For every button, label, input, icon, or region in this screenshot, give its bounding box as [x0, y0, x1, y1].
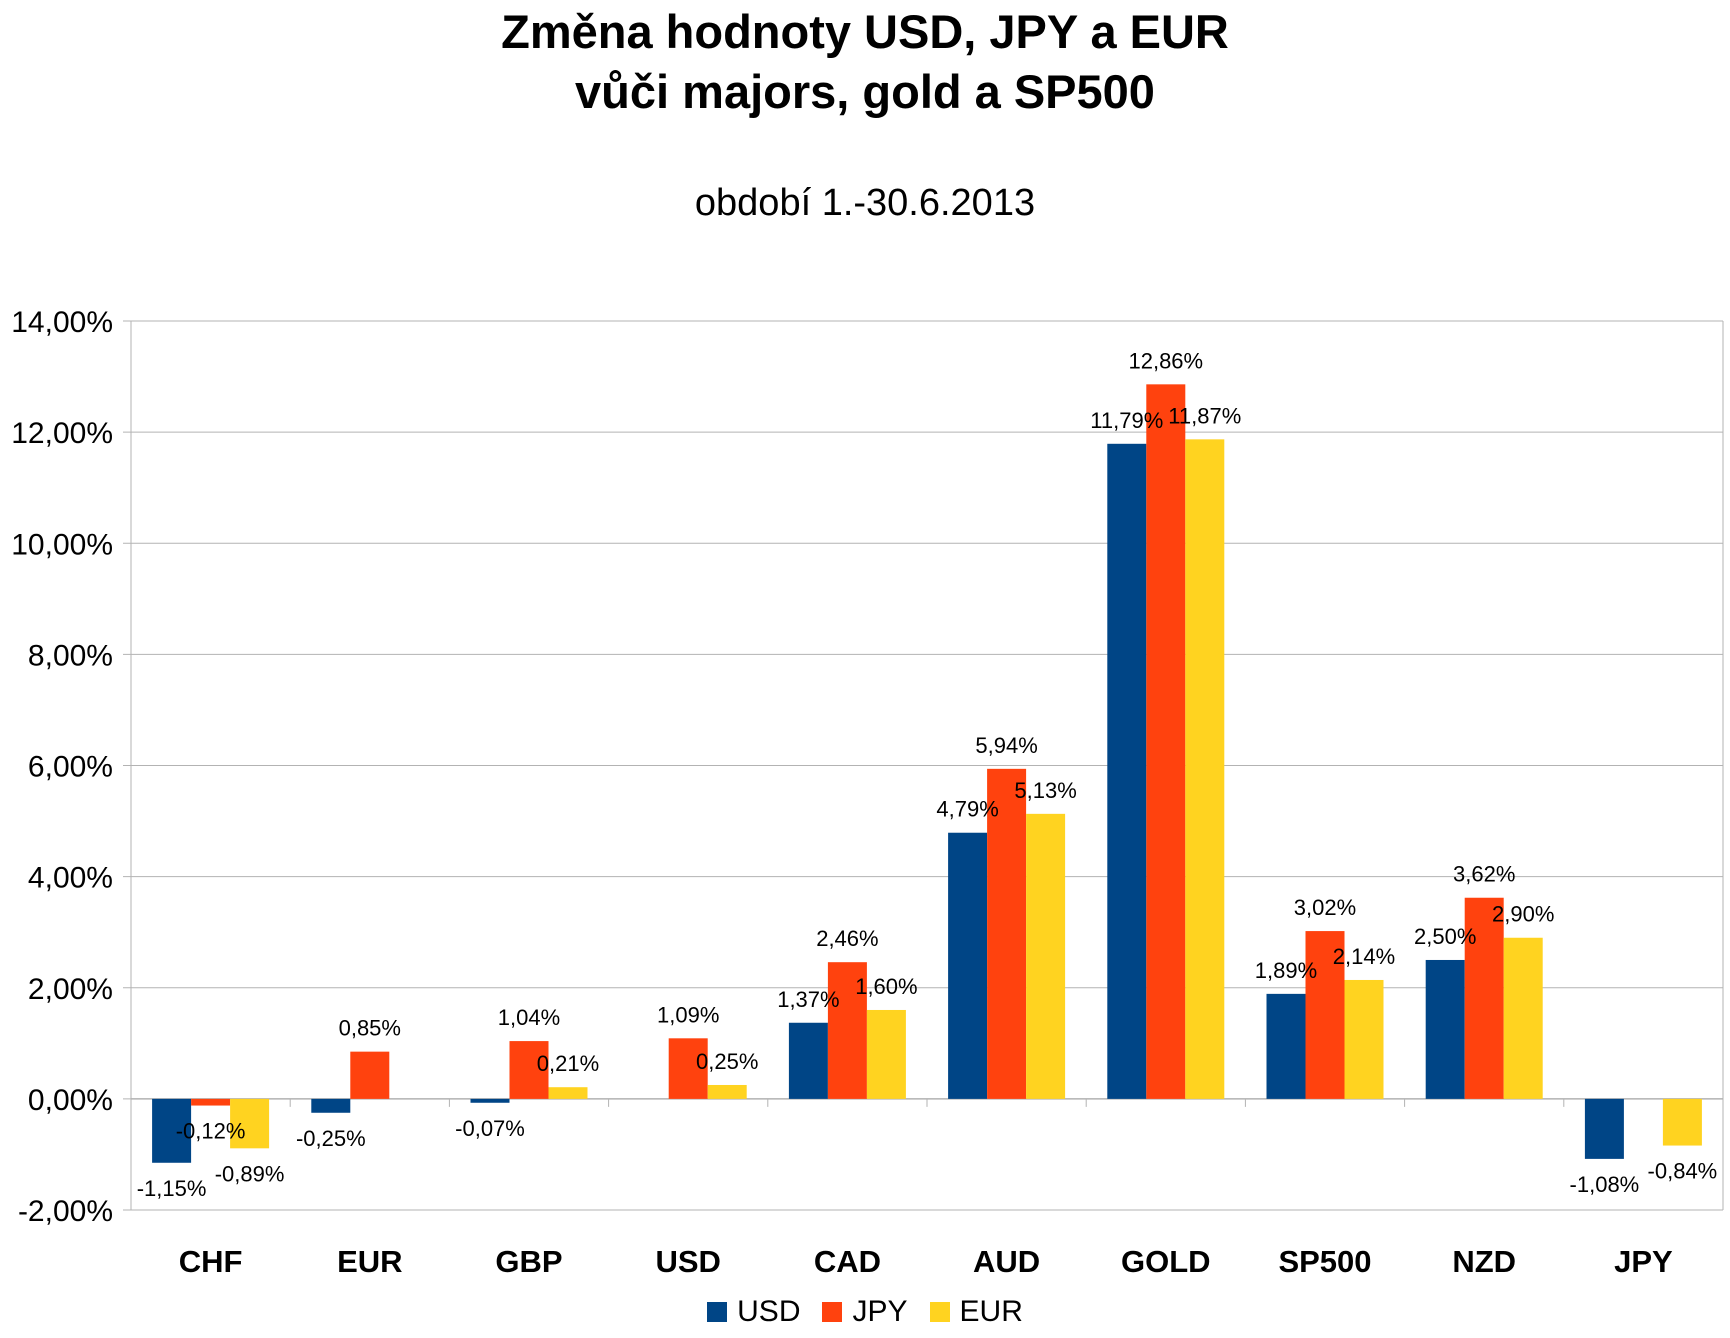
- chart-title-line2: vůči majors, gold a SP500: [575, 65, 1155, 118]
- data-label-usd-jpy: -1,08%: [1570, 1172, 1640, 1197]
- y-tick-label: -2,00%: [18, 1195, 113, 1228]
- data-label-eur-gold: 11,87%: [1168, 403, 1241, 428]
- bar-jpy-nzd: [1464, 897, 1504, 1099]
- x-category-label: CAD: [814, 1244, 881, 1279]
- data-label-usd-chf: -1,15%: [137, 1176, 207, 1201]
- data-label-jpy-aud: 5,94%: [975, 733, 1037, 758]
- data-label-eur-usd: 0,25%: [696, 1049, 758, 1074]
- bar-jpy-eur: [350, 1051, 390, 1099]
- bar-jpy-gold: [1146, 384, 1186, 1099]
- legend-label-jpy: JPY: [852, 1295, 908, 1328]
- bar-usd-jpy: [1584, 1098, 1624, 1159]
- bar-eur-cad: [866, 1009, 906, 1099]
- data-label-eur-jpy: -0,84%: [1648, 1159, 1718, 1184]
- y-tick-label: 14,00%: [11, 306, 113, 339]
- chart-title: Změna hodnoty USD, JPY a EUR vůči majors…: [0, 2, 1730, 122]
- bar-jpy-gbp: [509, 1041, 549, 1099]
- bar-eur-usd: [707, 1084, 747, 1099]
- bar-jpy-cad: [827, 962, 867, 1099]
- x-category-label: GOLD: [1121, 1244, 1211, 1279]
- bar-usd-sp500: [1266, 993, 1306, 1099]
- data-label-usd-gold: 11,79%: [1090, 408, 1163, 433]
- data-label-usd-aud: 4,79%: [936, 797, 998, 822]
- bar-eur-chf: [230, 1098, 270, 1149]
- data-label-jpy-gbp: 1,04%: [498, 1005, 560, 1030]
- bar-jpy-sp500: [1305, 931, 1345, 1099]
- data-label-eur-nzd: 2,90%: [1492, 902, 1554, 927]
- legend-item-jpy: JPY: [822, 1294, 908, 1330]
- x-category-label: USD: [655, 1244, 720, 1279]
- legend-item-eur: EUR: [929, 1294, 1023, 1330]
- data-label-eur-cad: 1,60%: [855, 974, 917, 999]
- y-tick-label: 6,00%: [28, 751, 113, 784]
- bar-jpy-chf: [191, 1098, 231, 1106]
- y-tick-label: 8,00%: [28, 639, 113, 672]
- x-category-label: AUD: [973, 1244, 1040, 1279]
- bar-eur-nzd: [1503, 937, 1543, 1099]
- x-category-label: EUR: [337, 1244, 402, 1279]
- bar-usd-eur: [311, 1098, 351, 1113]
- legend-item-usd: USD: [707, 1294, 800, 1330]
- data-label-usd-nzd: 2,50%: [1414, 924, 1476, 949]
- y-tick-label: 0,00%: [28, 1084, 113, 1117]
- y-tick-label: 10,00%: [11, 528, 113, 561]
- bar-eur-sp500: [1344, 979, 1384, 1099]
- legend-swatch-jpy: [822, 1302, 843, 1322]
- x-category-label: NZD: [1452, 1244, 1516, 1279]
- bar-jpy-usd: [668, 1038, 708, 1099]
- x-category-label: JPY: [1614, 1244, 1673, 1279]
- legend-swatch-usd: [707, 1302, 728, 1322]
- chart-subtitle: období 1.-30.6.2013: [694, 182, 1036, 224]
- x-category-label: SP500: [1278, 1244, 1371, 1279]
- data-label-jpy-sp500: 3,02%: [1294, 895, 1356, 920]
- y-tick-label: 2,00%: [28, 973, 113, 1006]
- chart-legend: USD JPY EUR: [0, 1294, 1730, 1330]
- data-label-usd-eur: -0,25%: [296, 1126, 366, 1151]
- data-label-eur-sp500: 2,14%: [1333, 944, 1395, 969]
- bar-usd-nzd: [1425, 959, 1465, 1099]
- legend-swatch-eur: [929, 1302, 950, 1322]
- data-label-jpy-chf: -0,12%: [176, 1119, 246, 1144]
- bar-eur-aud: [1026, 813, 1066, 1099]
- x-category-label: CHF: [179, 1244, 243, 1279]
- data-label-eur-aud: 5,13%: [1014, 778, 1076, 803]
- bar-usd-gold: [1107, 443, 1147, 1099]
- y-tick-label: 4,00%: [28, 862, 113, 895]
- bar-jpy-aud: [987, 768, 1027, 1099]
- data-label-jpy-cad: 2,46%: [816, 926, 878, 951]
- chart-title-line1: Změna hodnoty USD, JPY a EUR: [501, 5, 1229, 58]
- legend-label-eur: EUR: [959, 1295, 1023, 1328]
- bar-eur-jpy: [1662, 1098, 1702, 1146]
- bar-usd-aud: [948, 832, 988, 1099]
- bar-usd-chf: [152, 1098, 192, 1163]
- data-label-usd-sp500: 1,89%: [1255, 958, 1317, 983]
- data-label-jpy-eur: 0,85%: [339, 1016, 401, 1041]
- data-label-usd-gbp: -0,07%: [455, 1116, 525, 1141]
- bar-usd-cad: [788, 1022, 828, 1099]
- data-label-eur-gbp: 0,21%: [537, 1051, 599, 1076]
- legend-label-usd: USD: [737, 1295, 801, 1328]
- data-label-eur-chf: -0,89%: [215, 1161, 285, 1186]
- bar-eur-gbp: [548, 1087, 588, 1099]
- data-label-jpy-nzd: 3,62%: [1453, 862, 1515, 887]
- x-category-label: GBP: [495, 1244, 562, 1279]
- data-label-jpy-gold: 12,86%: [1128, 348, 1203, 373]
- y-tick-label: 12,00%: [11, 417, 113, 450]
- bar-usd-gbp: [470, 1098, 510, 1103]
- data-label-usd-cad: 1,37%: [777, 987, 839, 1012]
- data-label-jpy-usd: 1,09%: [657, 1002, 719, 1027]
- bar-eur-gold: [1185, 439, 1225, 1099]
